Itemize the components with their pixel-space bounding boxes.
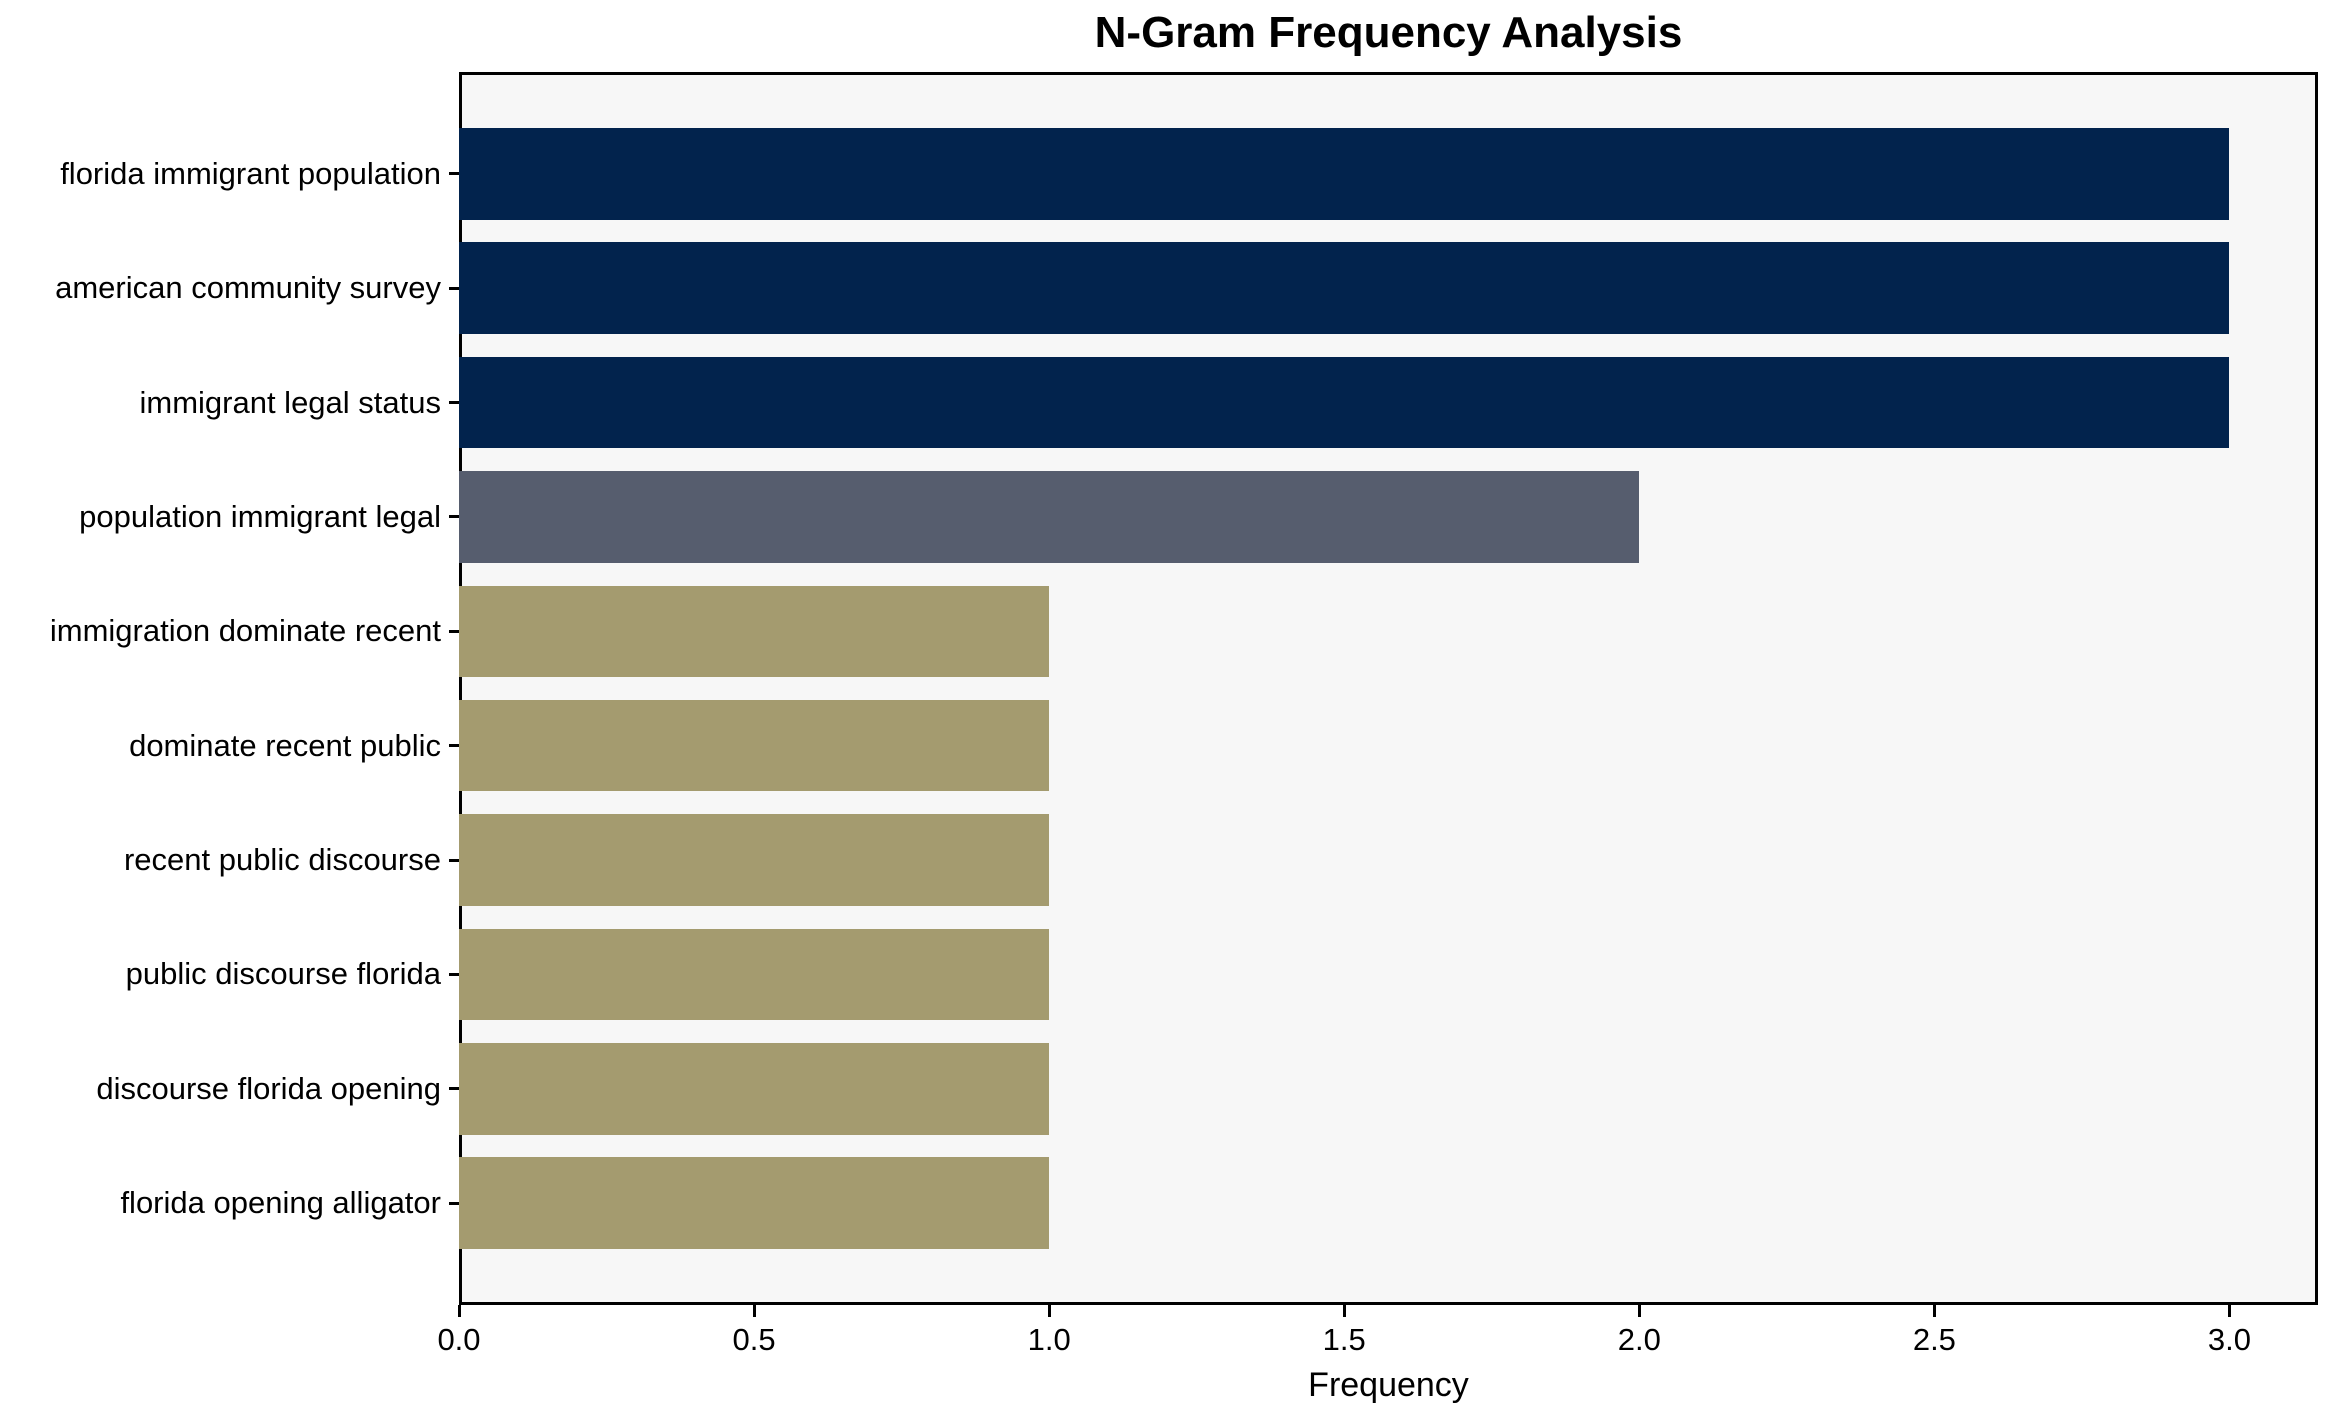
x-axis-tick-label: 2.5 bbox=[1912, 1322, 1956, 1357]
y-axis-tick-label: immigration dominate recent bbox=[49, 613, 441, 649]
x-axis-tick-mark bbox=[457, 1305, 461, 1317]
y-axis-tick-mark bbox=[449, 858, 459, 862]
bar bbox=[459, 1043, 1050, 1135]
x-axis-tick-mark bbox=[1932, 1305, 1936, 1317]
y-axis-tick-mark bbox=[449, 744, 459, 748]
y-axis-tick-mark bbox=[449, 972, 459, 976]
bar bbox=[459, 585, 1050, 678]
bar bbox=[459, 128, 2230, 220]
x-axis-tick-label: 1.0 bbox=[1027, 1322, 1071, 1357]
bar bbox=[459, 699, 1050, 792]
y-axis-tick-label: american community survey bbox=[55, 270, 441, 306]
bar bbox=[459, 928, 1050, 1021]
y-axis-tick-mark bbox=[449, 286, 459, 290]
y-axis-tick-label: discourse florida opening bbox=[96, 1070, 441, 1106]
bar bbox=[459, 814, 1050, 906]
bar bbox=[459, 356, 2230, 449]
y-axis-tick-mark bbox=[449, 1087, 459, 1091]
y-axis-tick-label: recent public discourse bbox=[123, 842, 441, 878]
x-axis-tick-mark bbox=[1047, 1305, 1051, 1317]
x-axis-tick-mark bbox=[1637, 1305, 1641, 1317]
bar bbox=[459, 242, 2230, 334]
x-axis-tick-mark bbox=[752, 1305, 756, 1317]
y-axis-tick-label: immigrant legal status bbox=[139, 384, 441, 420]
y-axis-tick-label: population immigrant legal bbox=[79, 498, 441, 534]
x-axis-tick-mark bbox=[1342, 1305, 1346, 1317]
y-axis-tick-label: public discourse florida bbox=[125, 956, 441, 992]
x-axis-title: Frequency bbox=[1308, 1366, 1469, 1404]
y-axis-tick-label: florida immigrant population bbox=[60, 155, 441, 191]
y-axis-tick-mark bbox=[449, 172, 459, 176]
y-axis-tick-mark bbox=[449, 1201, 459, 1205]
y-axis-tick-mark bbox=[449, 629, 459, 633]
x-axis-tick-mark bbox=[2227, 1305, 2231, 1317]
bar bbox=[459, 1157, 1050, 1249]
x-axis-tick-label: 0.5 bbox=[732, 1322, 776, 1357]
x-axis-tick-label: 1.5 bbox=[1322, 1322, 1366, 1357]
chart-title: N-Gram Frequency Analysis bbox=[1094, 8, 1683, 57]
x-axis-tick-label: 0.0 bbox=[437, 1322, 481, 1357]
y-axis-tick-mark bbox=[449, 515, 459, 519]
x-axis-tick-label: 2.0 bbox=[1617, 1322, 1661, 1357]
x-axis-tick-label: 3.0 bbox=[2207, 1322, 2252, 1357]
y-axis-tick-label: florida opening alligator bbox=[120, 1185, 441, 1221]
y-axis-tick-mark bbox=[449, 401, 459, 405]
bar bbox=[459, 471, 1640, 563]
y-axis-tick-label: dominate recent public bbox=[129, 727, 441, 763]
